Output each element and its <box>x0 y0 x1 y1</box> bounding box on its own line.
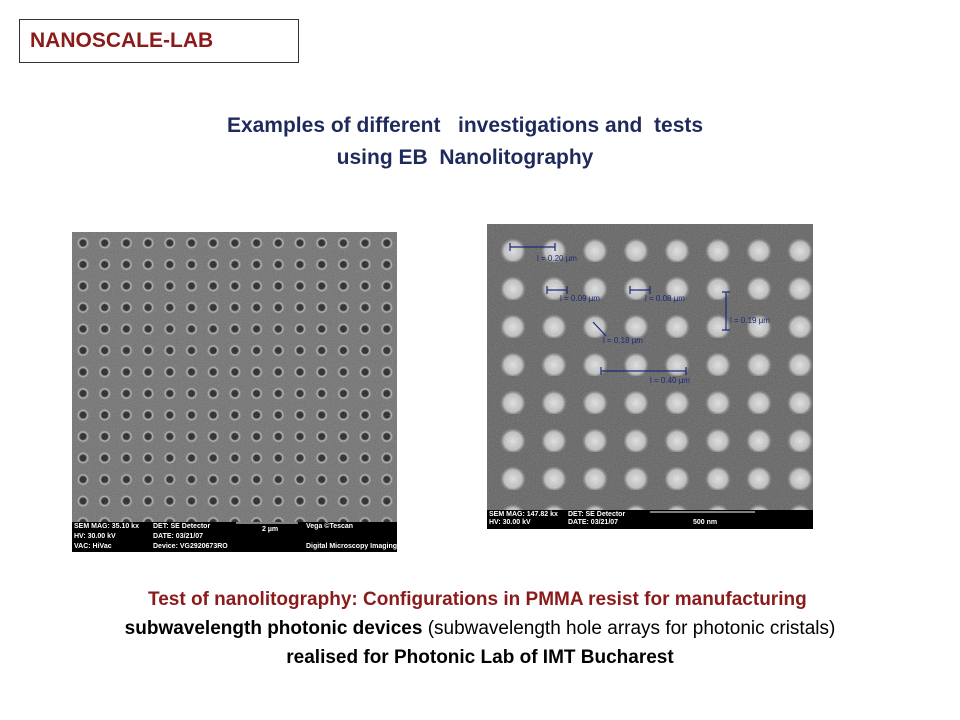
caption-text: subwavelength photonic devices <box>124 618 423 639</box>
measurement-label: l = 0.18 µm <box>603 336 643 345</box>
sem-info: 2 µm <box>262 526 278 533</box>
lab-label: NANOSCALE-LAB <box>19 19 299 63</box>
sem-info: Device: VG2920673RO <box>153 543 228 550</box>
sem-info: HV: 30.00 kV <box>489 519 531 526</box>
sem-info: 500 nm <box>693 519 717 526</box>
sem-info: SEM MAG: 35.10 kx <box>74 523 139 530</box>
sem-info: DATE: 03/21/07 <box>153 533 203 540</box>
sem-info: SEM MAG: 147.82 kx <box>489 511 558 518</box>
measurement-label: l = 0.08 µm <box>645 294 685 303</box>
sem-image-left <box>72 232 397 552</box>
measurement-label: l = 0.20 µm <box>537 254 577 263</box>
sem-info: HV: 30.00 kV <box>74 533 116 540</box>
sem-info: DET: SE Detector <box>153 523 210 530</box>
sem-info: Vega ©Tescan <box>306 522 353 530</box>
caption-text: Test of nanolitography: Configurations i… <box>148 589 807 610</box>
sem-info: DET: SE Detector <box>568 511 625 518</box>
caption-text: realised for Photonic Lab of IMT Buchare… <box>286 647 674 668</box>
sem-info: VAC: HiVac <box>74 543 112 550</box>
caption: Test of nanolitography: Configurations i… <box>110 585 850 672</box>
caption-text: (subwavelength hole arrays for photonic … <box>427 618 836 639</box>
sem-info: Digital Microscopy Imaging <box>306 543 397 550</box>
measurement-label: l = 0.40 µm <box>650 376 690 385</box>
title-line: Examples of different investigations and… <box>226 114 704 137</box>
measurement-label: l = 0.19 µm <box>730 316 770 325</box>
sem-image-right <box>487 224 813 529</box>
sem-info: DATE: 03/21/07 <box>568 519 618 526</box>
measurement-label: l = 0.09 µm <box>560 294 600 303</box>
title-line: using EB Nanolitography <box>336 146 594 169</box>
title: Examples of different investigations and… <box>0 110 930 174</box>
